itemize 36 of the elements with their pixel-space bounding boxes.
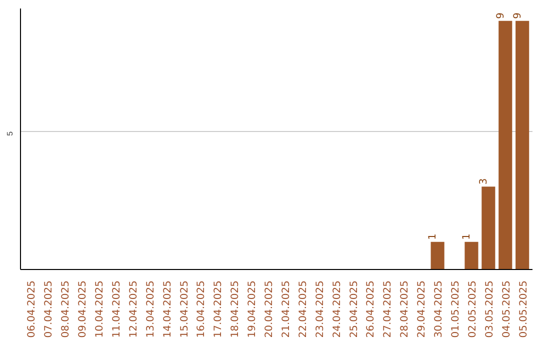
x-tick-label: 29.04.2025 — [416, 280, 428, 338]
x-tick-label: 03.05.2025 — [484, 280, 496, 338]
x-tick-label: 08.04.2025 — [60, 280, 72, 338]
x-tick-label: 27.04.2025 — [382, 280, 394, 338]
x-tick-label: 12.04.2025 — [128, 280, 140, 338]
x-tick-label: 21.04.2025 — [280, 280, 292, 338]
x-tick-label: 07.04.2025 — [44, 280, 55, 338]
x-tick-label: 06.04.2025 — [26, 280, 38, 338]
x-tick-label: 01.05.2025 — [450, 280, 462, 338]
x-tick-label: 20.04.2025 — [264, 280, 276, 338]
data-label: 1 — [428, 234, 439, 240]
x-tick-label: 10.04.2025 — [94, 280, 106, 338]
data-label: 9 — [512, 12, 524, 19]
x-tick-label: 15.04.2025 — [179, 280, 190, 338]
data-label: 3 — [478, 178, 490, 185]
data-label: 1 — [461, 234, 472, 240]
x-tick-label: 05.05.2025 — [518, 280, 530, 338]
x-tick-label: 02.05.2025 — [467, 280, 478, 338]
x-tick-label: 04.05.2025 — [501, 280, 512, 338]
x-tick-label: 14.04.2025 — [162, 280, 174, 338]
x-tick-label: 11.04.2025 — [111, 280, 122, 338]
x-tick-label: 16.04.2025 — [196, 280, 208, 338]
x-tick-label: 24.04.2025 — [332, 280, 343, 338]
x-tick-label: 17.04.2025 — [213, 280, 224, 338]
x-tick-label: 18.04.2025 — [230, 280, 242, 338]
x-tick-label: 09.04.2025 — [78, 280, 89, 338]
x-tick-label: 30.04.2025 — [434, 280, 445, 338]
x-tick-label: 13.04.2025 — [145, 280, 156, 338]
x-tick-label: 22.04.2025 — [298, 280, 309, 338]
data-label: 9 — [495, 12, 506, 19]
y-tick-label: 5 — [6, 130, 14, 136]
x-tick-label: 28.04.2025 — [400, 280, 411, 338]
x-tick-label: 19.04.2025 — [247, 280, 258, 338]
x-tick-label: 23.04.2025 — [314, 280, 326, 338]
x-tick-label: 25.04.2025 — [348, 280, 360, 338]
x-tick-label: 26.04.2025 — [366, 280, 377, 338]
